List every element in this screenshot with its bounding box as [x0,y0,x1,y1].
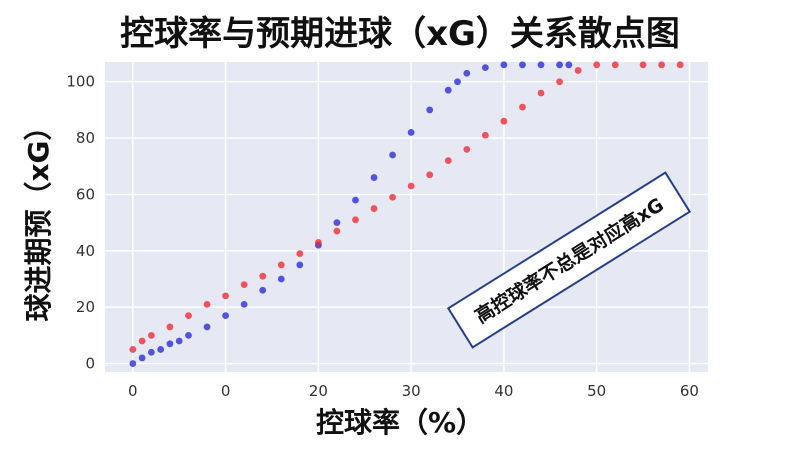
scatter-point-series-1 [240,300,248,308]
x-tick-label: 50 [587,382,606,400]
scatter-point-series-1 [203,323,211,331]
scatter-point-series-2 [166,323,174,331]
scatter-point-series-1 [389,151,396,159]
scatter-point-series-1 [426,106,434,114]
y-tick-label: 100 [66,73,95,91]
scatter-point-series-2 [407,182,415,190]
axis-ticks: 0 0 20 30 40 50 60 0 20 40 60 80 100 [66,73,699,400]
x-tick-label: 40 [494,382,513,400]
scatter-point-series-2 [574,67,582,74]
x-tick-label: 0 [221,382,231,400]
scatter-point-series-2 [593,61,601,69]
scatter-point-series-2 [444,157,452,165]
scatter-point-series-2 [426,171,434,179]
scatter-point-series-2 [639,61,647,69]
scatter-point-series-1 [147,348,155,356]
scatter-point-series-1 [352,196,359,204]
scatter-point-series-1 [565,61,573,69]
scatter-point-series-2 [370,205,378,212]
scatter-point-series-1 [185,331,192,339]
y-tick-label: 40 [76,242,95,260]
y-tick-label: 0 [85,355,95,373]
scatter-point-series-2 [519,103,526,111]
scatter-point-series-2 [389,193,396,201]
scatter-point-series-1 [166,340,174,348]
scatter-point-series-2 [537,89,545,97]
scatter-point-series-2 [333,227,341,235]
scatter-point-series-2 [147,331,155,339]
x-tick-label: 20 [309,382,328,400]
scatter-point-series-1 [481,64,489,72]
scatter-point-series-2 [296,250,304,258]
scatter-point-series-2 [556,78,563,86]
scatter-point-series-2 [481,131,489,139]
scatter-point-series-1 [537,61,545,69]
x-tick-label: 0 [128,382,138,400]
data-points [129,61,684,367]
y-tick-label: 60 [76,185,95,203]
scatter-point-series-1 [407,129,415,136]
scatter-point-series-1 [556,61,563,69]
y-tick-label: 20 [76,298,95,316]
y-axis-label: 球进期预（xG） [22,112,55,321]
scatter-point-series-1 [463,69,471,77]
scatter-point-series-2 [203,300,211,308]
scatter-point-series-2 [658,61,666,69]
scatter-point-series-2 [463,145,471,153]
scatter-point-series-2 [185,312,192,320]
scatter-point-series-2 [314,238,322,246]
scatter-point-series-2 [676,61,684,69]
y-tick-label: 80 [76,129,95,147]
scatter-point-series-2 [611,61,619,69]
scatter-point-series-1 [500,61,508,69]
scatter-point-series-1 [444,86,452,94]
x-tick-label: 60 [680,382,699,400]
x-axis-label: 控球率（%） [316,406,484,439]
annotation-border [446,171,692,349]
scatter-point-series-2 [259,272,267,280]
scatter-point-series-2 [352,216,359,224]
scatter-point-series-1 [175,337,183,345]
scatter-point-series-1 [296,261,304,269]
scatter-point-series-2 [129,346,137,353]
x-tick-label: 30 [402,382,421,400]
scatter-point-series-1 [259,286,267,294]
scatter-point-series-1 [222,312,230,320]
scatter-point-series-1 [277,275,285,283]
scatter-point-series-1 [129,360,137,367]
scatter-point-series-2 [138,337,146,345]
chart-title: 控球率与预期进球（xG）关系散点图 [120,14,680,54]
scatter-point-series-2 [222,292,230,300]
scatter-point-series-1 [519,61,526,69]
scatter-point-series-1 [454,78,461,86]
scatter-point-series-2 [240,281,248,289]
scatter-point-series-1 [370,174,378,181]
scatter-point-series-2 [500,117,508,125]
scatter-point-series-1 [138,354,146,362]
scatter-point-series-1 [157,346,165,353]
scatter-point-series-2 [277,261,285,269]
scatter-point-series-1 [333,219,341,227]
